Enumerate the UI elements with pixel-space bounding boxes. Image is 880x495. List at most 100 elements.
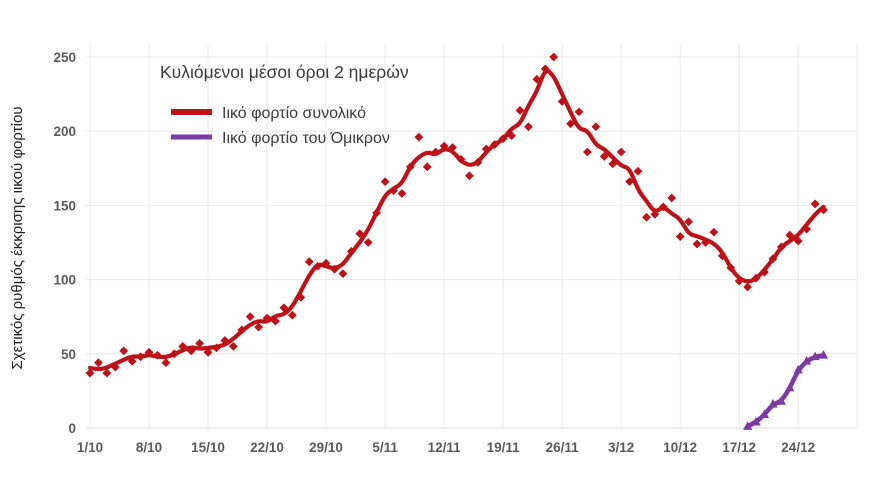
data-point-total <box>785 230 795 240</box>
data-point-total <box>212 343 221 353</box>
data-point-total <box>422 162 432 172</box>
series-line-total <box>87 69 826 372</box>
data-point-total <box>751 273 761 283</box>
data-point-total <box>658 202 668 212</box>
data-point-total <box>321 258 331 268</box>
data-point-total <box>186 346 196 356</box>
data-point-total <box>642 212 651 222</box>
data-point-total <box>153 350 162 360</box>
data-point-omicron <box>785 382 795 392</box>
y-axis-label: Σχετικός ρυθμός έκκρισης ιικού φορτίου <box>9 106 26 369</box>
legend-label-total: Ιικό φορτίο συνολικό <box>222 105 366 122</box>
x-tick-label: 29/10 <box>309 440 343 455</box>
data-point-total <box>524 122 533 132</box>
x-tick-label: 1/10 <box>77 440 103 455</box>
series-layer <box>85 52 829 430</box>
data-point-omicron <box>768 399 778 408</box>
data-point-total <box>507 131 516 141</box>
data-point-total <box>304 257 314 267</box>
x-tick-label: 19/11 <box>487 440 521 455</box>
data-point-total <box>574 107 584 117</box>
data-point-total <box>675 232 685 241</box>
data-point-omicron <box>802 356 812 365</box>
data-point-total <box>144 347 154 357</box>
data-point-total <box>296 293 306 302</box>
data-point-total <box>810 199 820 209</box>
data-point-total <box>203 347 213 357</box>
data-point-total <box>85 368 95 378</box>
data-point-total <box>726 263 736 273</box>
x-tick-label: 12/11 <box>428 440 462 455</box>
legend-label-omicron: Ιικό φορτίο του Όμικρον <box>222 130 390 147</box>
data-point-total <box>743 282 753 292</box>
data-point-total <box>633 166 643 176</box>
data-point-total <box>363 238 373 247</box>
data-point-total <box>667 193 677 203</box>
data-point-omicron <box>759 409 770 419</box>
data-point-total <box>717 251 727 261</box>
data-point-total <box>102 368 112 378</box>
data-point-total <box>271 316 280 326</box>
data-point-total <box>532 74 542 84</box>
data-point-total <box>481 144 491 154</box>
data-point-total <box>254 322 264 332</box>
data-point-total <box>625 177 634 187</box>
data-point-total <box>127 356 137 366</box>
data-point-total <box>389 186 398 195</box>
data-point-total <box>490 140 500 149</box>
data-point-total <box>616 147 626 157</box>
data-point-total <box>228 341 238 351</box>
data-point-total <box>793 236 803 246</box>
data-point-total <box>557 97 567 106</box>
data-point-total <box>237 325 247 335</box>
data-point-total <box>119 346 129 356</box>
data-point-total <box>372 208 382 218</box>
y-tick-label: 50 <box>61 347 76 362</box>
data-point-total <box>220 336 230 345</box>
data-point-total <box>346 247 356 256</box>
data-point-total <box>397 189 407 198</box>
data-point-total <box>169 349 179 359</box>
data-point-total <box>245 312 255 322</box>
data-point-total <box>498 134 508 144</box>
data-point-total <box>734 276 744 286</box>
data-point-total <box>178 341 188 351</box>
data-point-total <box>456 154 466 164</box>
data-point-total <box>136 352 145 362</box>
data-point-total <box>94 358 103 368</box>
data-point-total <box>448 143 457 152</box>
data-point-total <box>692 239 702 249</box>
x-tick-label: 24/12 <box>781 440 815 455</box>
x-tick-label: 5/11 <box>372 440 398 455</box>
grid-layer <box>85 44 858 429</box>
data-point-total <box>709 227 719 237</box>
data-point-total <box>768 254 778 264</box>
x-tick-label: 17/12 <box>722 440 756 455</box>
y-tick-label: 250 <box>53 50 76 65</box>
data-point-total <box>110 362 120 372</box>
x-tick-label: 22/10 <box>250 440 284 455</box>
data-point-total <box>650 209 660 219</box>
x-tick-label: 15/10 <box>191 440 225 455</box>
legend-item-total: Ιικό φορτίο συνολικό <box>171 105 366 122</box>
data-point-total <box>195 339 205 348</box>
data-point-total <box>776 242 786 252</box>
x-tick-label: 10/12 <box>663 440 697 455</box>
data-point-omicron <box>776 396 786 405</box>
data-point-omicron <box>743 421 753 430</box>
y-tick-label: 0 <box>68 421 76 436</box>
data-point-omicron <box>751 416 761 426</box>
data-point-total <box>684 217 694 227</box>
data-point-total <box>591 122 601 132</box>
data-point-total <box>405 162 415 172</box>
data-point-omicron <box>818 350 829 359</box>
y-tick-label: 100 <box>53 273 76 288</box>
data-point-total <box>566 119 575 129</box>
data-point-total <box>439 141 449 151</box>
chart-title: Κυλιόμενοι μέσοι όροι 2 ημερών <box>160 62 409 82</box>
legend: Ιικό φορτίο συνολικό Ιικό φορτίο του Όμι… <box>171 105 390 147</box>
data-point-total <box>380 177 390 187</box>
data-point-total <box>279 303 289 313</box>
